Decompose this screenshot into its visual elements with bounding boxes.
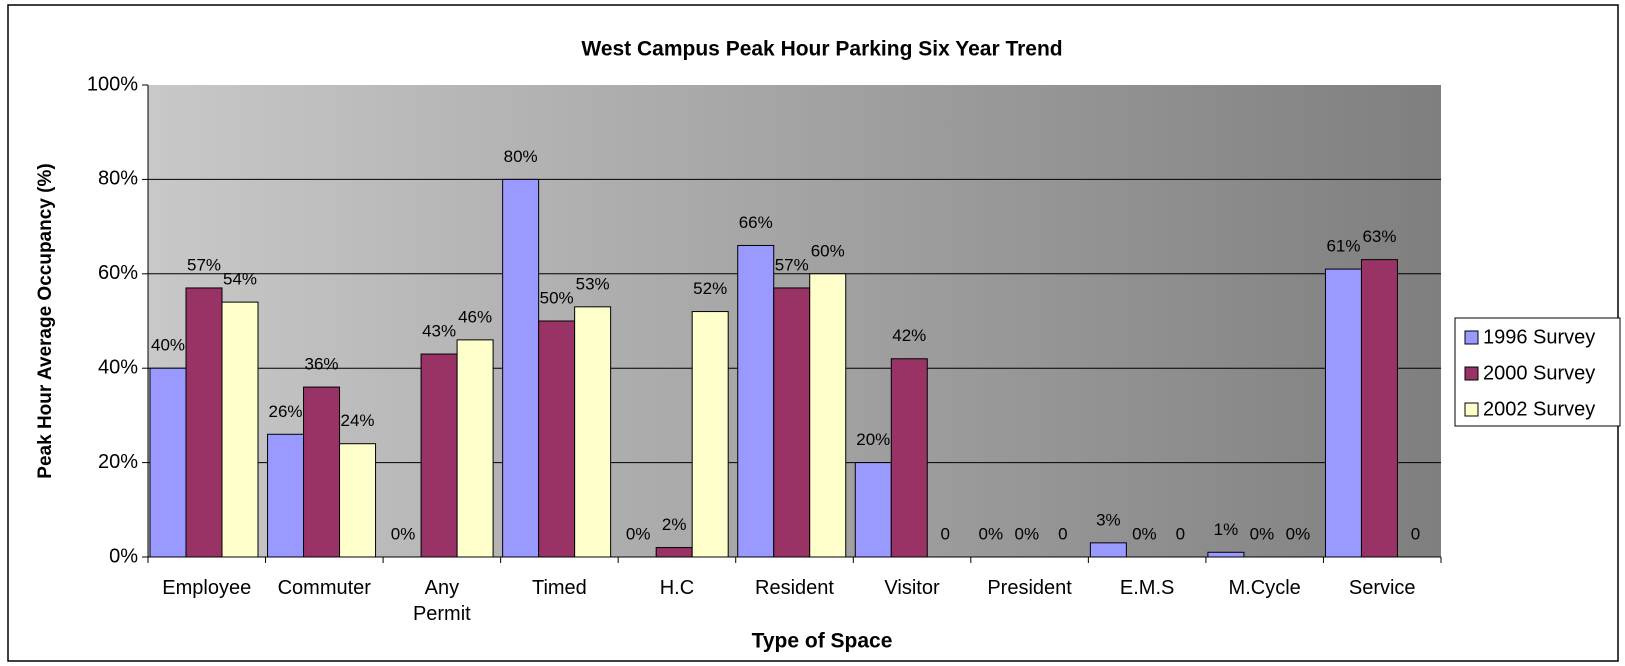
chart-title: West Campus Peak Hour Parking Six Year T…: [581, 38, 1062, 61]
data-label: 2%: [662, 515, 687, 534]
data-label: 52%: [693, 279, 727, 298]
y-axis-title: Peak Hour Average Occupancy (%): [35, 163, 56, 478]
bar: [574, 306, 612, 558]
legend-label: 2000 Survey: [1483, 362, 1595, 384]
legend-swatch: [1464, 330, 1479, 345]
data-label: 0%: [1286, 524, 1311, 543]
data-label: 54%: [223, 270, 257, 289]
bar: [1207, 551, 1245, 558]
x-tick-label: President: [987, 577, 1072, 599]
bar: [538, 320, 576, 558]
bar: [809, 273, 847, 558]
data-label: 0%: [626, 524, 651, 543]
data-label: 0: [1176, 524, 1185, 543]
y-tick-label: 40%: [98, 356, 138, 378]
bar: [1089, 542, 1127, 558]
data-label: 61%: [1326, 237, 1360, 256]
data-label: 26%: [269, 402, 303, 421]
data-label: 43%: [422, 322, 456, 341]
bar: [1360, 259, 1398, 558]
x-tick-label: Timed: [531, 577, 587, 599]
bar: [221, 301, 259, 558]
legend-label: 1996 Survey: [1483, 326, 1595, 348]
data-label: 63%: [1362, 227, 1396, 246]
data-label: 0: [1058, 524, 1067, 543]
x-axis-title: Type of Space: [752, 630, 893, 653]
bar: [890, 358, 928, 558]
data-label: 0%: [1250, 524, 1275, 543]
data-label: 42%: [892, 326, 926, 345]
y-tick-label: 60%: [98, 262, 138, 284]
data-label: 80%: [504, 147, 538, 166]
x-tick-label: Service: [1348, 577, 1416, 599]
bar: [339, 443, 377, 558]
data-label: 3%: [1096, 510, 1121, 529]
x-tick-label: Resident: [755, 577, 834, 599]
y-tick-label: 20%: [98, 451, 138, 473]
bar: [773, 287, 811, 558]
x-tick-label: Visitor: [884, 577, 940, 599]
data-label: 20%: [856, 430, 890, 449]
bar: [502, 178, 540, 558]
bar: [737, 244, 775, 558]
bar: [655, 547, 693, 558]
legend-swatch: [1464, 402, 1479, 417]
x-tick-label: H.C: [659, 577, 695, 599]
bar: [854, 462, 892, 558]
data-label: 57%: [775, 255, 809, 274]
legend-label: 2002 Survey: [1483, 398, 1595, 420]
legend-swatch: [1464, 366, 1479, 381]
x-tick-label: Any Permit: [412, 577, 471, 625]
data-label: 0%: [391, 524, 416, 543]
bar: [691, 311, 729, 558]
data-label: 40%: [151, 336, 185, 355]
bar: [303, 386, 341, 558]
data-label: 24%: [341, 411, 375, 430]
data-label: 46%: [458, 307, 492, 326]
data-label: 53%: [576, 274, 610, 293]
data-label: 50%: [540, 288, 574, 307]
data-label: 0%: [1132, 524, 1157, 543]
bar: [267, 433, 305, 558]
data-label: 0%: [1015, 524, 1040, 543]
data-label: 66%: [739, 213, 773, 232]
bar: [420, 353, 458, 558]
legend: [1454, 317, 1621, 427]
bar: [456, 339, 494, 558]
x-tick-label: M.Cycle: [1228, 577, 1301, 599]
data-label: 36%: [305, 355, 339, 374]
y-tick-label: 80%: [98, 168, 138, 190]
data-label: 0: [941, 524, 950, 543]
x-tick-label: Employee: [162, 577, 252, 599]
y-tick-label: 0%: [109, 545, 138, 567]
data-label: 57%: [187, 255, 221, 274]
y-tick-label: 100%: [87, 73, 138, 95]
x-tick-label: E.M.S: [1119, 577, 1175, 599]
bar: [1324, 268, 1362, 558]
x-tick-label: Commuter: [277, 577, 371, 599]
data-label: 1%: [1214, 520, 1239, 539]
bar: [149, 367, 187, 558]
bar: [185, 287, 223, 558]
data-label: 0: [1411, 524, 1420, 543]
data-label: 60%: [811, 241, 845, 260]
data-label: 0%: [979, 524, 1004, 543]
